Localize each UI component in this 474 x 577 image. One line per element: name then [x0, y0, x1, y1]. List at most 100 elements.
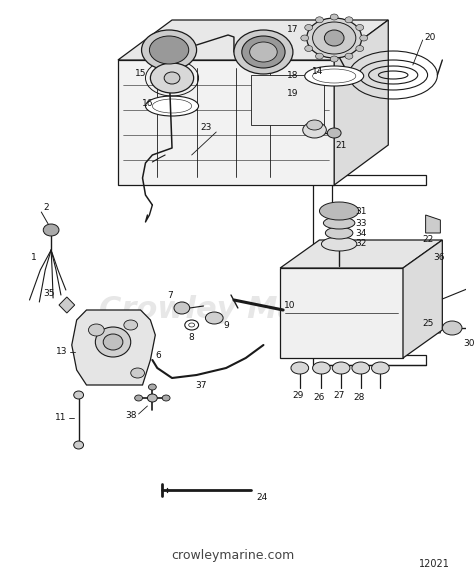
Ellipse shape [305, 66, 364, 86]
Polygon shape [334, 20, 388, 185]
Text: 35: 35 [44, 288, 55, 298]
Ellipse shape [324, 30, 344, 46]
Ellipse shape [312, 22, 356, 54]
Polygon shape [280, 268, 403, 358]
Text: 37: 37 [196, 380, 207, 389]
Polygon shape [426, 315, 440, 333]
Text: 31: 31 [355, 207, 366, 215]
Text: 16: 16 [142, 99, 153, 107]
Polygon shape [312, 175, 426, 365]
Ellipse shape [360, 35, 368, 41]
Ellipse shape [442, 321, 462, 335]
Ellipse shape [316, 53, 323, 59]
Text: 29: 29 [292, 391, 303, 399]
Ellipse shape [135, 395, 143, 401]
Text: 20: 20 [425, 32, 436, 42]
Polygon shape [280, 240, 442, 268]
Text: 13: 13 [56, 347, 68, 357]
Ellipse shape [147, 394, 157, 402]
Ellipse shape [148, 384, 156, 390]
Text: 38: 38 [125, 411, 137, 421]
Text: 9: 9 [223, 321, 229, 331]
Ellipse shape [149, 36, 189, 64]
Ellipse shape [303, 122, 326, 138]
Text: 36: 36 [434, 253, 445, 263]
Ellipse shape [307, 18, 362, 58]
Polygon shape [426, 215, 440, 233]
Polygon shape [59, 297, 75, 313]
Text: 14: 14 [312, 68, 323, 77]
Text: 22: 22 [422, 235, 433, 245]
Text: 11: 11 [55, 414, 67, 422]
Ellipse shape [152, 99, 191, 113]
Text: 25: 25 [422, 319, 433, 328]
Ellipse shape [250, 42, 277, 62]
Text: 26: 26 [314, 394, 325, 403]
Text: 6: 6 [155, 350, 161, 359]
Ellipse shape [305, 24, 312, 31]
Ellipse shape [321, 237, 357, 251]
Ellipse shape [330, 56, 338, 62]
Ellipse shape [43, 224, 59, 236]
Text: 18: 18 [287, 72, 299, 81]
Ellipse shape [301, 35, 309, 41]
Ellipse shape [316, 17, 323, 23]
Ellipse shape [146, 96, 199, 116]
Text: 8: 8 [189, 332, 194, 342]
Text: 1: 1 [30, 253, 36, 263]
Text: 30: 30 [463, 339, 474, 347]
Ellipse shape [345, 53, 353, 59]
Ellipse shape [174, 302, 190, 314]
Ellipse shape [164, 72, 180, 84]
Ellipse shape [162, 395, 170, 401]
Ellipse shape [131, 368, 145, 378]
Ellipse shape [150, 63, 194, 93]
Ellipse shape [356, 46, 364, 51]
Text: 12021: 12021 [419, 559, 450, 569]
Text: Crowley Marine: Crowley Marine [100, 295, 366, 324]
Ellipse shape [305, 46, 312, 51]
Ellipse shape [205, 312, 223, 324]
Ellipse shape [312, 362, 330, 374]
Ellipse shape [319, 202, 359, 220]
Text: 7: 7 [167, 291, 173, 301]
Polygon shape [118, 60, 334, 185]
Text: 32: 32 [355, 239, 366, 249]
Ellipse shape [142, 30, 197, 70]
Text: 19: 19 [287, 88, 299, 98]
Text: 34: 34 [355, 228, 366, 238]
Ellipse shape [323, 217, 355, 229]
Ellipse shape [74, 441, 83, 449]
Ellipse shape [332, 362, 350, 374]
Text: 27: 27 [333, 391, 345, 399]
Polygon shape [72, 310, 155, 385]
Ellipse shape [103, 334, 123, 350]
Text: 28: 28 [353, 394, 365, 403]
Polygon shape [251, 75, 324, 125]
Text: 17: 17 [287, 25, 299, 35]
Ellipse shape [95, 327, 131, 357]
Text: 21: 21 [336, 141, 347, 149]
Polygon shape [403, 240, 442, 358]
Ellipse shape [124, 320, 137, 330]
Text: crowleymarine.com: crowleymarine.com [171, 549, 294, 563]
Text: 23: 23 [201, 123, 212, 133]
Ellipse shape [291, 362, 309, 374]
Ellipse shape [307, 120, 322, 130]
Ellipse shape [89, 324, 104, 336]
Ellipse shape [356, 24, 364, 31]
Text: 10: 10 [284, 302, 296, 310]
Text: 24: 24 [257, 493, 268, 503]
Ellipse shape [372, 362, 389, 374]
Text: 33: 33 [355, 219, 366, 227]
Ellipse shape [234, 30, 293, 74]
Ellipse shape [330, 14, 338, 20]
Text: 2: 2 [44, 204, 49, 212]
Text: 15: 15 [135, 69, 146, 77]
Ellipse shape [328, 128, 341, 138]
Polygon shape [118, 20, 388, 60]
Ellipse shape [312, 69, 356, 83]
Ellipse shape [74, 391, 83, 399]
Ellipse shape [345, 17, 353, 23]
Ellipse shape [325, 227, 353, 239]
